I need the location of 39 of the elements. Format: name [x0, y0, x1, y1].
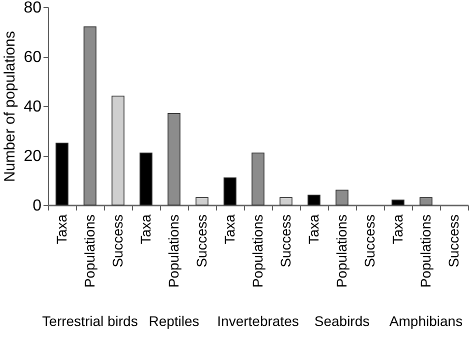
bar — [308, 194, 320, 206]
bar — [196, 197, 208, 206]
text: Terrestrial birds — [42, 313, 138, 329]
bar — [420, 197, 432, 206]
bar — [252, 152, 264, 206]
y-tick-label: 0 — [32, 198, 42, 214]
bar — [392, 200, 404, 206]
bar — [140, 152, 152, 206]
bar — [280, 197, 292, 206]
bar — [112, 96, 124, 206]
x-tick-label: Success — [446, 214, 462, 268]
y-tick-label: 40 — [24, 98, 42, 116]
text: Amphibians — [389, 313, 463, 329]
x-tick-label: Taxa — [222, 214, 238, 244]
y-tick-label: 20 — [24, 148, 42, 165]
x-tick-label: Populations — [418, 214, 434, 288]
x-tick-label: Populations — [250, 214, 266, 288]
bar — [224, 177, 236, 206]
x-tick-label: Taxa — [306, 214, 322, 244]
y-axis-title: Number of populations — [2, 31, 19, 182]
x-tick-label: Taxa — [54, 214, 70, 244]
x-tick-label: Success — [110, 214, 126, 268]
bar — [168, 113, 180, 206]
x-tick-label: Taxa — [390, 214, 406, 244]
bar — [84, 26, 96, 206]
text: Reptiles — [148, 313, 200, 329]
bar — [56, 142, 68, 206]
text: Invertebrates — [217, 313, 299, 329]
x-tick-label: Taxa — [138, 214, 154, 244]
x-tick-label: Success — [278, 214, 294, 268]
x-tick-label: Populations — [82, 214, 98, 288]
x-tick-label: Populations — [334, 214, 350, 288]
y-tick-label: 60 — [24, 49, 42, 66]
x-tick-label: Success — [194, 214, 210, 268]
bar — [336, 190, 348, 206]
y-tick-label: 80 — [24, 0, 42, 16]
text: Seabirds — [314, 313, 370, 329]
x-tick-label: Populations — [166, 214, 182, 288]
x-tick-label: Success — [362, 214, 378, 268]
